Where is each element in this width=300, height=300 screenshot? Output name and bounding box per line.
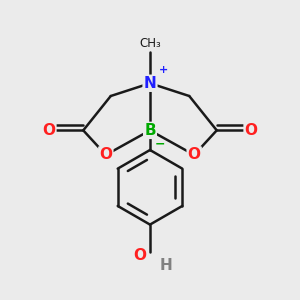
Text: N: N [144, 76, 156, 91]
Text: O: O [133, 248, 146, 263]
Text: O: O [99, 147, 112, 162]
Text: O: O [42, 123, 56, 138]
Text: B: B [144, 123, 156, 138]
Text: CH₃: CH₃ [139, 37, 161, 50]
Text: H: H [160, 258, 172, 273]
Text: −: − [154, 138, 165, 151]
Text: +: + [159, 65, 168, 76]
Text: O: O [188, 147, 201, 162]
Text: O: O [244, 123, 258, 138]
